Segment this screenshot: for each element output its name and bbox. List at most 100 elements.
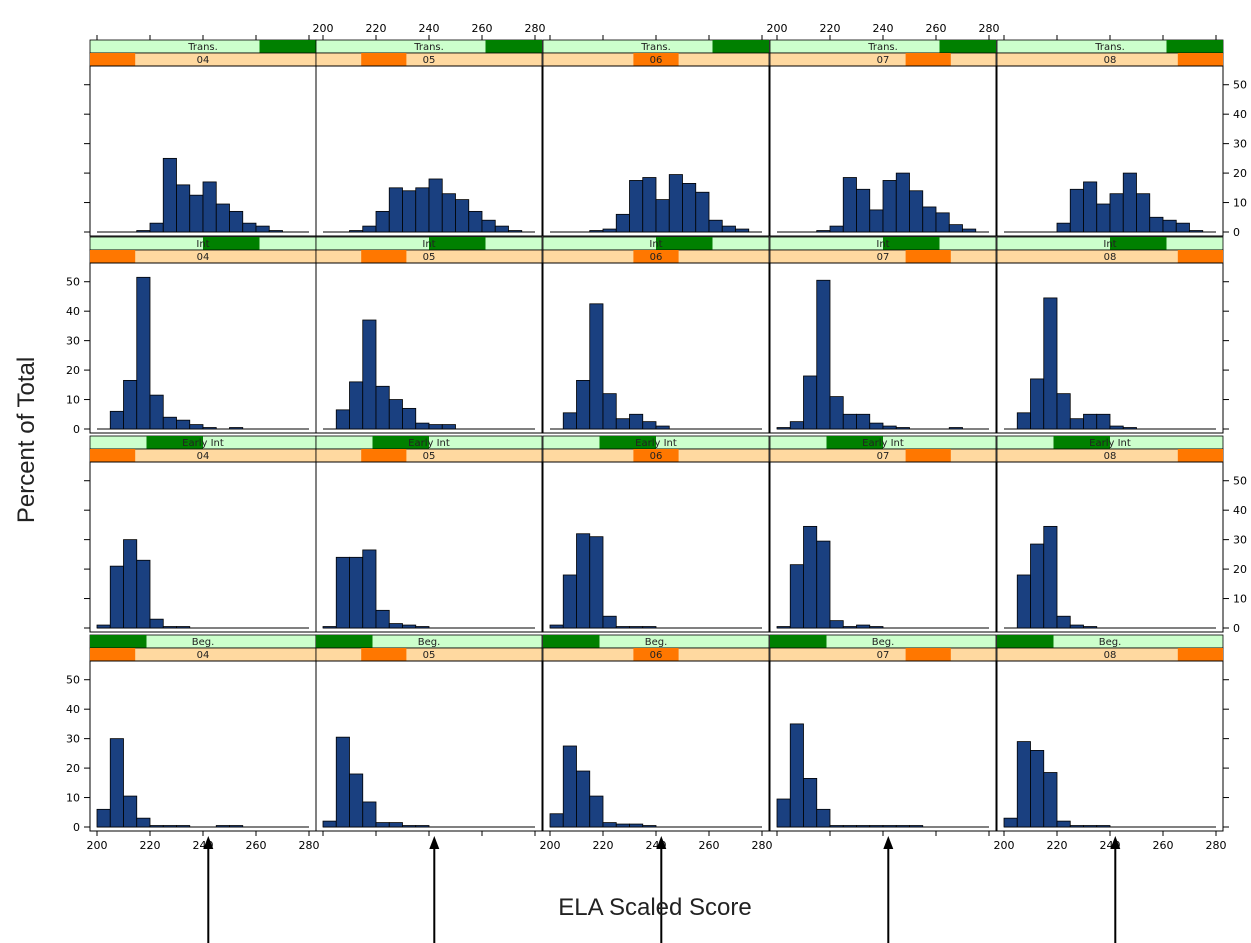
panel-beg--06: Beg. 06 — [542, 634, 770, 832]
y-tick-label: 20 — [66, 364, 80, 377]
histogram-bar — [189, 194, 204, 233]
histogram-bar — [229, 210, 244, 233]
grade-strip: 04 — [89, 249, 317, 264]
histogram-bar — [202, 181, 217, 233]
histogram-bar — [1083, 825, 1098, 828]
histogram-bar — [136, 817, 151, 828]
level-strip-label: Int — [196, 239, 209, 250]
grade-strip-indicator — [90, 648, 136, 661]
level-strip-indicator — [146, 436, 203, 449]
y-tick-label: 20 — [1233, 167, 1247, 180]
histogram-bar — [468, 210, 483, 233]
panel-int-06: Int 06 — [542, 236, 770, 434]
grade-strip-indicator — [90, 449, 136, 462]
y-tick-label: 30 — [1233, 534, 1247, 547]
grade-strip-indicator — [1177, 250, 1223, 263]
panel-trans--06: Trans. 06 — [542, 39, 770, 237]
histogram-bar — [789, 723, 804, 828]
level-strip-label: Beg. — [192, 637, 215, 648]
histogram-bar — [402, 407, 417, 430]
histogram-bar — [576, 770, 591, 828]
y-tick-label: 10 — [66, 394, 80, 407]
histogram-bar — [869, 209, 884, 233]
x-tick-label: 240 — [873, 22, 894, 35]
grade-strip-label: 08 — [1104, 252, 1117, 263]
grade-strip: 08 — [996, 249, 1224, 264]
histogram-bar — [856, 825, 871, 828]
level-strip: Int — [542, 236, 770, 251]
histogram-bar — [789, 564, 804, 629]
histogram-bar — [1122, 427, 1137, 430]
level-strip-label: Beg. — [418, 637, 441, 648]
level-strip-label: Early Int — [182, 438, 224, 449]
y-tick-label: 30 — [66, 733, 80, 746]
histogram-bar — [629, 823, 644, 828]
panel-early-int-04: Early Int 04 — [89, 435, 317, 633]
score-arrow — [883, 836, 894, 943]
y-axis-label: Percent of Total — [13, 357, 40, 523]
level-strip-indicator — [1166, 40, 1223, 53]
panel-beg--04: Beg. 04 — [89, 634, 317, 832]
x-tick-label: 240 — [419, 22, 440, 35]
panel-frame — [769, 461, 997, 633]
x-tick-label: 280 — [979, 22, 1000, 35]
histogram-bar — [909, 190, 924, 233]
grade-strip-indicator — [905, 648, 951, 661]
histogram-bar — [455, 199, 470, 233]
histogram-bar — [1069, 825, 1084, 828]
histogram-bar — [829, 825, 844, 828]
level-strip-indicator — [316, 635, 373, 648]
level-strip-indicator — [1110, 237, 1167, 250]
level-strip: Beg. — [996, 634, 1224, 649]
grade-strip-indicator — [1177, 53, 1223, 66]
level-strip-indicator — [429, 237, 486, 250]
histogram-bar — [803, 375, 818, 430]
level-strip-label: Trans. — [867, 42, 898, 53]
histogram-bar — [629, 413, 644, 430]
histogram-bar — [602, 822, 617, 828]
histogram-bar — [1069, 188, 1084, 233]
y-tick-label: 0 — [73, 821, 80, 834]
histogram-bar — [441, 424, 456, 430]
level-strip: Int — [769, 236, 997, 251]
y-tick-label: 10 — [1233, 197, 1247, 210]
histogram-bar — [895, 825, 910, 828]
histogram-bar — [948, 427, 963, 430]
histogram-bar — [816, 230, 831, 233]
level-strip-label: Early Int — [1089, 438, 1131, 449]
panel-frame — [542, 461, 770, 633]
histogram-bar — [96, 808, 111, 828]
panel-frame — [542, 262, 770, 434]
x-tick-label: 280 — [525, 22, 546, 35]
histogram-bar — [149, 222, 164, 233]
level-strip: Int — [315, 236, 543, 251]
histogram-bar — [1043, 525, 1058, 629]
grade-strip-label: 04 — [197, 650, 210, 661]
panel-trans--07: Trans. 07 — [769, 39, 997, 237]
y-tick-label: 50 — [1233, 475, 1247, 488]
histogram-bar — [895, 172, 910, 233]
panel-early-int-08: Early Int 08 — [996, 435, 1224, 633]
y-tick-label: 0 — [1233, 622, 1240, 635]
x-tick-label: 280 — [1206, 839, 1227, 852]
grade-strip-label: 07 — [877, 451, 890, 462]
histogram-bar — [776, 798, 791, 828]
x-tick-label: 260 — [699, 839, 720, 852]
histogram-bar — [402, 190, 417, 233]
panel-frame — [769, 262, 997, 434]
x-tick-label: 220 — [593, 839, 614, 852]
histogram-bar — [109, 738, 124, 828]
level-strip: Trans. — [542, 39, 770, 54]
histogram-bar — [1056, 615, 1071, 629]
histogram-bar — [856, 188, 871, 233]
level-strip-indicator — [883, 237, 940, 250]
histogram-bar — [735, 228, 750, 233]
histogram-bar — [589, 795, 604, 828]
grade-strip: 04 — [89, 647, 317, 662]
panel-trans--05: Trans. 05 — [315, 39, 543, 237]
level-strip: Early Int — [89, 435, 317, 450]
level-strip-label: Int — [1103, 239, 1116, 250]
histogram-bar — [1122, 172, 1137, 233]
level-strip-indicator — [997, 635, 1054, 648]
